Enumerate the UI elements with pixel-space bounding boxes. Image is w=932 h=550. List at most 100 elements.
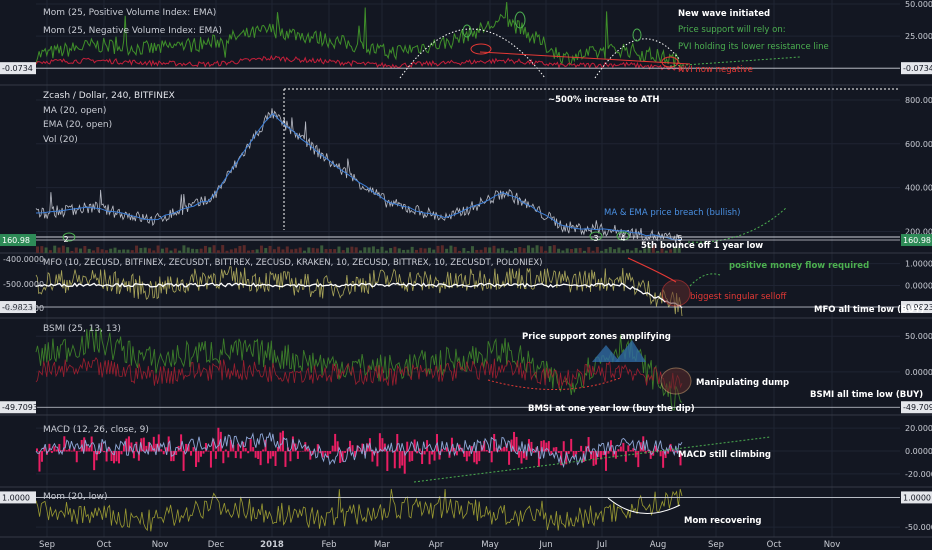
- macd-histogram-bar: [406, 441, 409, 452]
- macd-histogram-bar: [117, 451, 120, 464]
- bsmi-arc: [487, 377, 621, 390]
- annotation-new-wave: New wave initiated: [678, 9, 770, 19]
- x-axis-tick-label: Sep: [708, 540, 724, 550]
- macd-histogram-bar: [272, 451, 275, 457]
- volume-bar: [143, 247, 147, 253]
- macd-histogram-bar: [647, 450, 650, 452]
- volume-bar: [337, 246, 341, 253]
- support-zone-triangle: [615, 340, 646, 362]
- macd-histogram-bar: [388, 450, 391, 452]
- support-zone-triangle: [592, 345, 620, 362]
- macd-histogram-bar: [659, 451, 662, 457]
- volume-bar: [367, 247, 371, 253]
- volume-bar: [208, 247, 212, 253]
- macd-histogram-bar: [664, 451, 667, 459]
- macd-histogram-bar: [614, 451, 617, 459]
- macd-histogram-bar: [115, 451, 118, 462]
- volume-bar: [492, 245, 496, 253]
- mfo-signal-line: [35, 282, 683, 309]
- right-price-tag: [901, 401, 932, 414]
- macd-histogram-bar: [172, 451, 175, 462]
- volume-bar: [113, 247, 117, 253]
- macd-histogram-bar: [150, 445, 153, 452]
- pvi-line: [35, 1, 683, 70]
- ma-line: [35, 112, 683, 241]
- macd-histogram-bar: [247, 451, 250, 454]
- y-axis-tick-label: 600.00: [905, 140, 932, 149]
- volume-bar: [651, 245, 655, 253]
- macd-histogram-bar: [130, 442, 133, 452]
- macd-histogram-bar: [604, 451, 607, 471]
- macd-histogram-bar: [155, 443, 158, 452]
- volume-bar: [294, 248, 298, 253]
- x-axis-tick-label: Sep: [39, 540, 55, 550]
- volume-bar: [380, 246, 384, 253]
- volume-bar: [371, 246, 375, 253]
- macd-histogram-bar: [351, 445, 354, 452]
- macd-histogram-bar: [463, 451, 466, 457]
- macd-histogram-bar: [537, 451, 540, 467]
- mfo-left-tick: -500.0000: [3, 280, 44, 289]
- annotation-bsmi-low: BSMI all time low (BUY): [810, 390, 923, 400]
- y-axis-tick-label: 0.0000: [905, 447, 932, 456]
- macd-histogram-bar: [137, 451, 140, 461]
- volume-bar: [488, 247, 492, 253]
- macd-histogram-bar: [127, 436, 130, 452]
- volume-bar: [604, 248, 608, 253]
- macd-histogram-bar: [239, 451, 242, 459]
- volume-bar: [341, 250, 345, 253]
- macd-histogram-bar: [58, 443, 61, 452]
- annotation-biggest-selloff: biggest singular selloff: [690, 292, 788, 302]
- macd-histogram-bar: [510, 439, 513, 452]
- selloff-ellipse: [661, 279, 691, 307]
- left-price-tag: [0, 234, 36, 247]
- x-axis-tick-label: Mar: [374, 540, 391, 550]
- volume-bar: [518, 246, 522, 253]
- y-axis-tick-label: 400.00: [905, 184, 932, 193]
- x-axis-tick-label: Jul: [596, 540, 607, 550]
- macd-histogram-bar: [378, 433, 381, 452]
- y-axis-tick-label: -20.0000: [905, 470, 932, 479]
- macd-histogram-bar: [244, 448, 247, 452]
- right-price-tag: [901, 301, 932, 314]
- macd-histogram-bar: [500, 448, 503, 452]
- macd-histogram-bar: [612, 451, 615, 458]
- y-axis-tick-label: 20.0000: [905, 424, 932, 433]
- macd-histogram-bar: [433, 451, 436, 461]
- macd-histogram-bar: [649, 451, 652, 459]
- right-price-tag-text: -49.7093: [903, 403, 932, 412]
- macd-histogram-bar: [132, 451, 135, 459]
- volume-bar: [458, 250, 462, 253]
- nvi-line: [35, 54, 683, 72]
- volume-bar: [440, 245, 444, 253]
- macd-histogram-bar: [619, 446, 622, 452]
- volume-bar: [165, 247, 169, 253]
- macd-histogram-bar: [498, 450, 501, 452]
- macd-histogram-bar: [431, 451, 434, 455]
- macd-histogram-bar: [418, 448, 421, 452]
- macd-histogram-bar: [38, 451, 41, 472]
- volume-bar: [66, 247, 70, 253]
- volume-bar: [350, 246, 354, 253]
- volume-bar: [626, 249, 630, 253]
- macd-histogram-bar: [542, 440, 545, 452]
- volume-bar: [290, 249, 294, 253]
- macd-histogram-bar: [607, 451, 610, 454]
- macd-histogram-bar: [455, 451, 458, 456]
- volume-bar: [432, 249, 436, 253]
- macd-histogram-bar: [545, 442, 548, 452]
- bounce-ellipse: [62, 232, 76, 242]
- right-price-tag: [901, 234, 932, 247]
- macd-histogram-bar: [103, 451, 106, 453]
- macd-histogram-bar: [440, 448, 443, 452]
- macd-histogram-bar: [552, 447, 555, 452]
- annotation-manipulating-dump: Manipulating dump: [696, 378, 789, 388]
- macd-histogram-bar: [570, 438, 573, 452]
- macd-histogram-bar: [617, 449, 620, 452]
- mom-recovery-arc: [607, 497, 681, 514]
- volume-bar: [613, 249, 617, 253]
- volume-bar: [393, 246, 397, 253]
- volume-bar: [552, 245, 556, 253]
- macd-histogram-bar: [227, 451, 230, 458]
- macd-histogram-bar: [376, 451, 379, 467]
